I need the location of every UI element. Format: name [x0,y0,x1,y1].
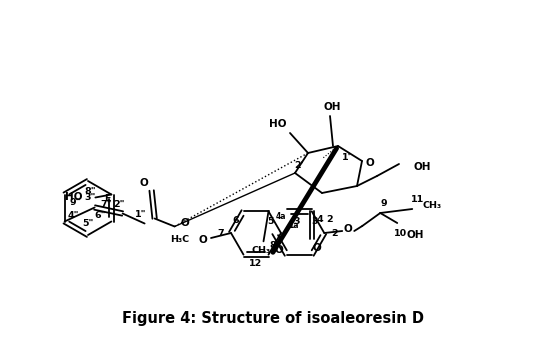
Text: 9": 9" [70,198,81,207]
Text: 8: 8 [269,241,276,250]
Text: Figure 4: Structure of isoaleoresin D: Figure 4: Structure of isoaleoresin D [122,310,424,326]
Text: O: O [312,243,321,253]
Text: 3": 3" [84,193,96,202]
Text: E: E [105,194,111,203]
Text: 4": 4" [68,211,79,220]
Text: O: O [366,158,375,168]
Text: HO: HO [65,192,82,202]
Text: 2': 2' [294,161,304,170]
Text: 4: 4 [317,215,323,224]
Text: 6: 6 [232,216,239,225]
Text: 5": 5" [82,219,94,228]
Text: OH: OH [323,102,341,112]
Text: 2: 2 [326,216,333,225]
Text: 9: 9 [381,200,388,209]
Text: O: O [181,219,189,228]
Text: 8": 8" [84,188,96,197]
Text: 1a: 1a [288,221,298,230]
Text: 2": 2" [113,200,124,209]
Text: 10: 10 [394,228,407,237]
Text: 1": 1" [135,210,146,219]
Text: 1': 1' [342,154,352,163]
Text: 3: 3 [312,217,318,226]
Text: 7: 7 [218,228,224,237]
Text: 6": 6" [94,211,106,220]
Text: O: O [274,245,283,255]
Text: HO: HO [270,119,287,129]
Text: 3: 3 [294,217,300,226]
Text: 4a: 4a [275,212,286,221]
Text: 7": 7" [100,200,112,209]
Text: OH: OH [407,230,424,240]
Text: 2: 2 [331,228,337,237]
Text: O: O [139,179,148,189]
Text: 5: 5 [267,217,274,226]
Text: 12: 12 [249,259,262,268]
Text: O: O [344,224,353,234]
Text: O: O [198,235,207,245]
Text: H₃C: H₃C [170,236,189,245]
Text: 11: 11 [411,195,424,204]
Text: CH₃: CH₃ [423,200,442,209]
Text: OH: OH [414,162,431,172]
Text: CH₃: CH₃ [252,246,271,255]
